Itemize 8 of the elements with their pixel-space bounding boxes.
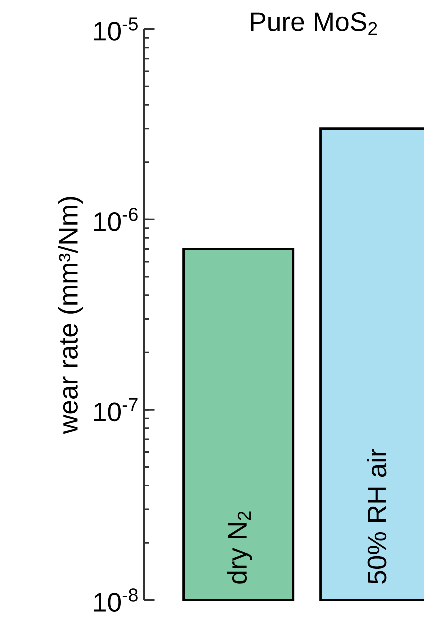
y-axis-title: wear rate (mm³/Nm)	[58, 197, 84, 434]
y-tick-label: 10$^{-6}$	[94, 208, 138, 232]
y-tick-label: 10$^{-5}$	[94, 18, 138, 41]
y-tick-label: 10$^{-8}$	[94, 588, 138, 612]
x-tick-label: 50% RH air	[366, 449, 387, 584]
x-tick-label: dry N$_{2}$	[227, 512, 252, 584]
y-tick-label: 10$^{-7}$	[94, 398, 138, 422]
chart-title: Pure MoS$_{2}$	[251, 12, 378, 36]
